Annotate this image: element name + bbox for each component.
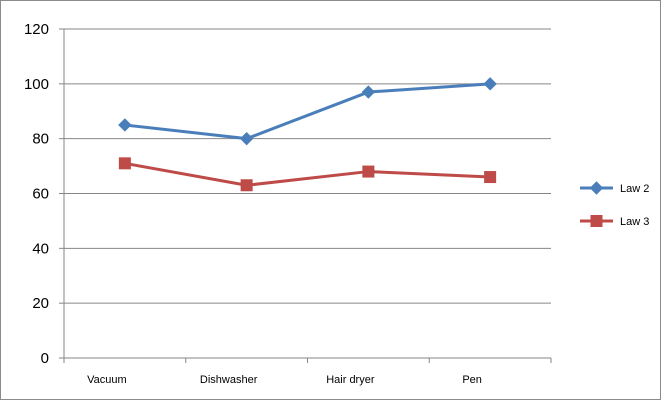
legend-item: Law 3 — [580, 215, 649, 228]
y-tick-label: 40 — [32, 240, 49, 257]
axes — [59, 28, 552, 363]
data-point — [239, 131, 254, 146]
data-point — [361, 85, 376, 99]
y-tick-label: 0 — [41, 350, 49, 367]
legend-marker — [590, 215, 603, 227]
gridlines — [64, 28, 551, 304]
y-tick-label: 60 — [32, 186, 49, 203]
y-tick-labels: 0 20 40 60 80 100 120 — [24, 21, 49, 367]
data-point — [240, 179, 253, 192]
y-tick-label: 100 — [24, 76, 49, 93]
legend-label: Law 2 — [620, 183, 649, 195]
data-point — [118, 118, 132, 132]
y-tick-label: 20 — [32, 295, 49, 312]
legend-marker — [589, 181, 604, 195]
series-lines — [118, 77, 497, 192]
data-point — [483, 77, 497, 91]
y-tick-label: 80 — [32, 131, 49, 148]
y-tick-label: 120 — [24, 21, 49, 38]
data-point — [118, 157, 131, 170]
legend-item: Law 2 — [580, 181, 649, 195]
data-point — [362, 165, 375, 178]
data-point — [484, 171, 497, 184]
x-tick-label: Hair dryer — [326, 374, 375, 386]
legend: Law 2 Law 3 — [580, 181, 649, 228]
series-line-law-2 — [124, 82, 491, 141]
legend-label: Law 3 — [620, 216, 649, 228]
x-tick-label: Pen — [462, 374, 482, 386]
x-tick-label: Dishwasher — [200, 374, 258, 386]
series-line-law-3 — [124, 161, 491, 187]
x-tick-label: Vacuum — [87, 374, 127, 386]
x-tick-labels: Vacuum Dishwasher Hair dryer Pen — [87, 374, 482, 386]
